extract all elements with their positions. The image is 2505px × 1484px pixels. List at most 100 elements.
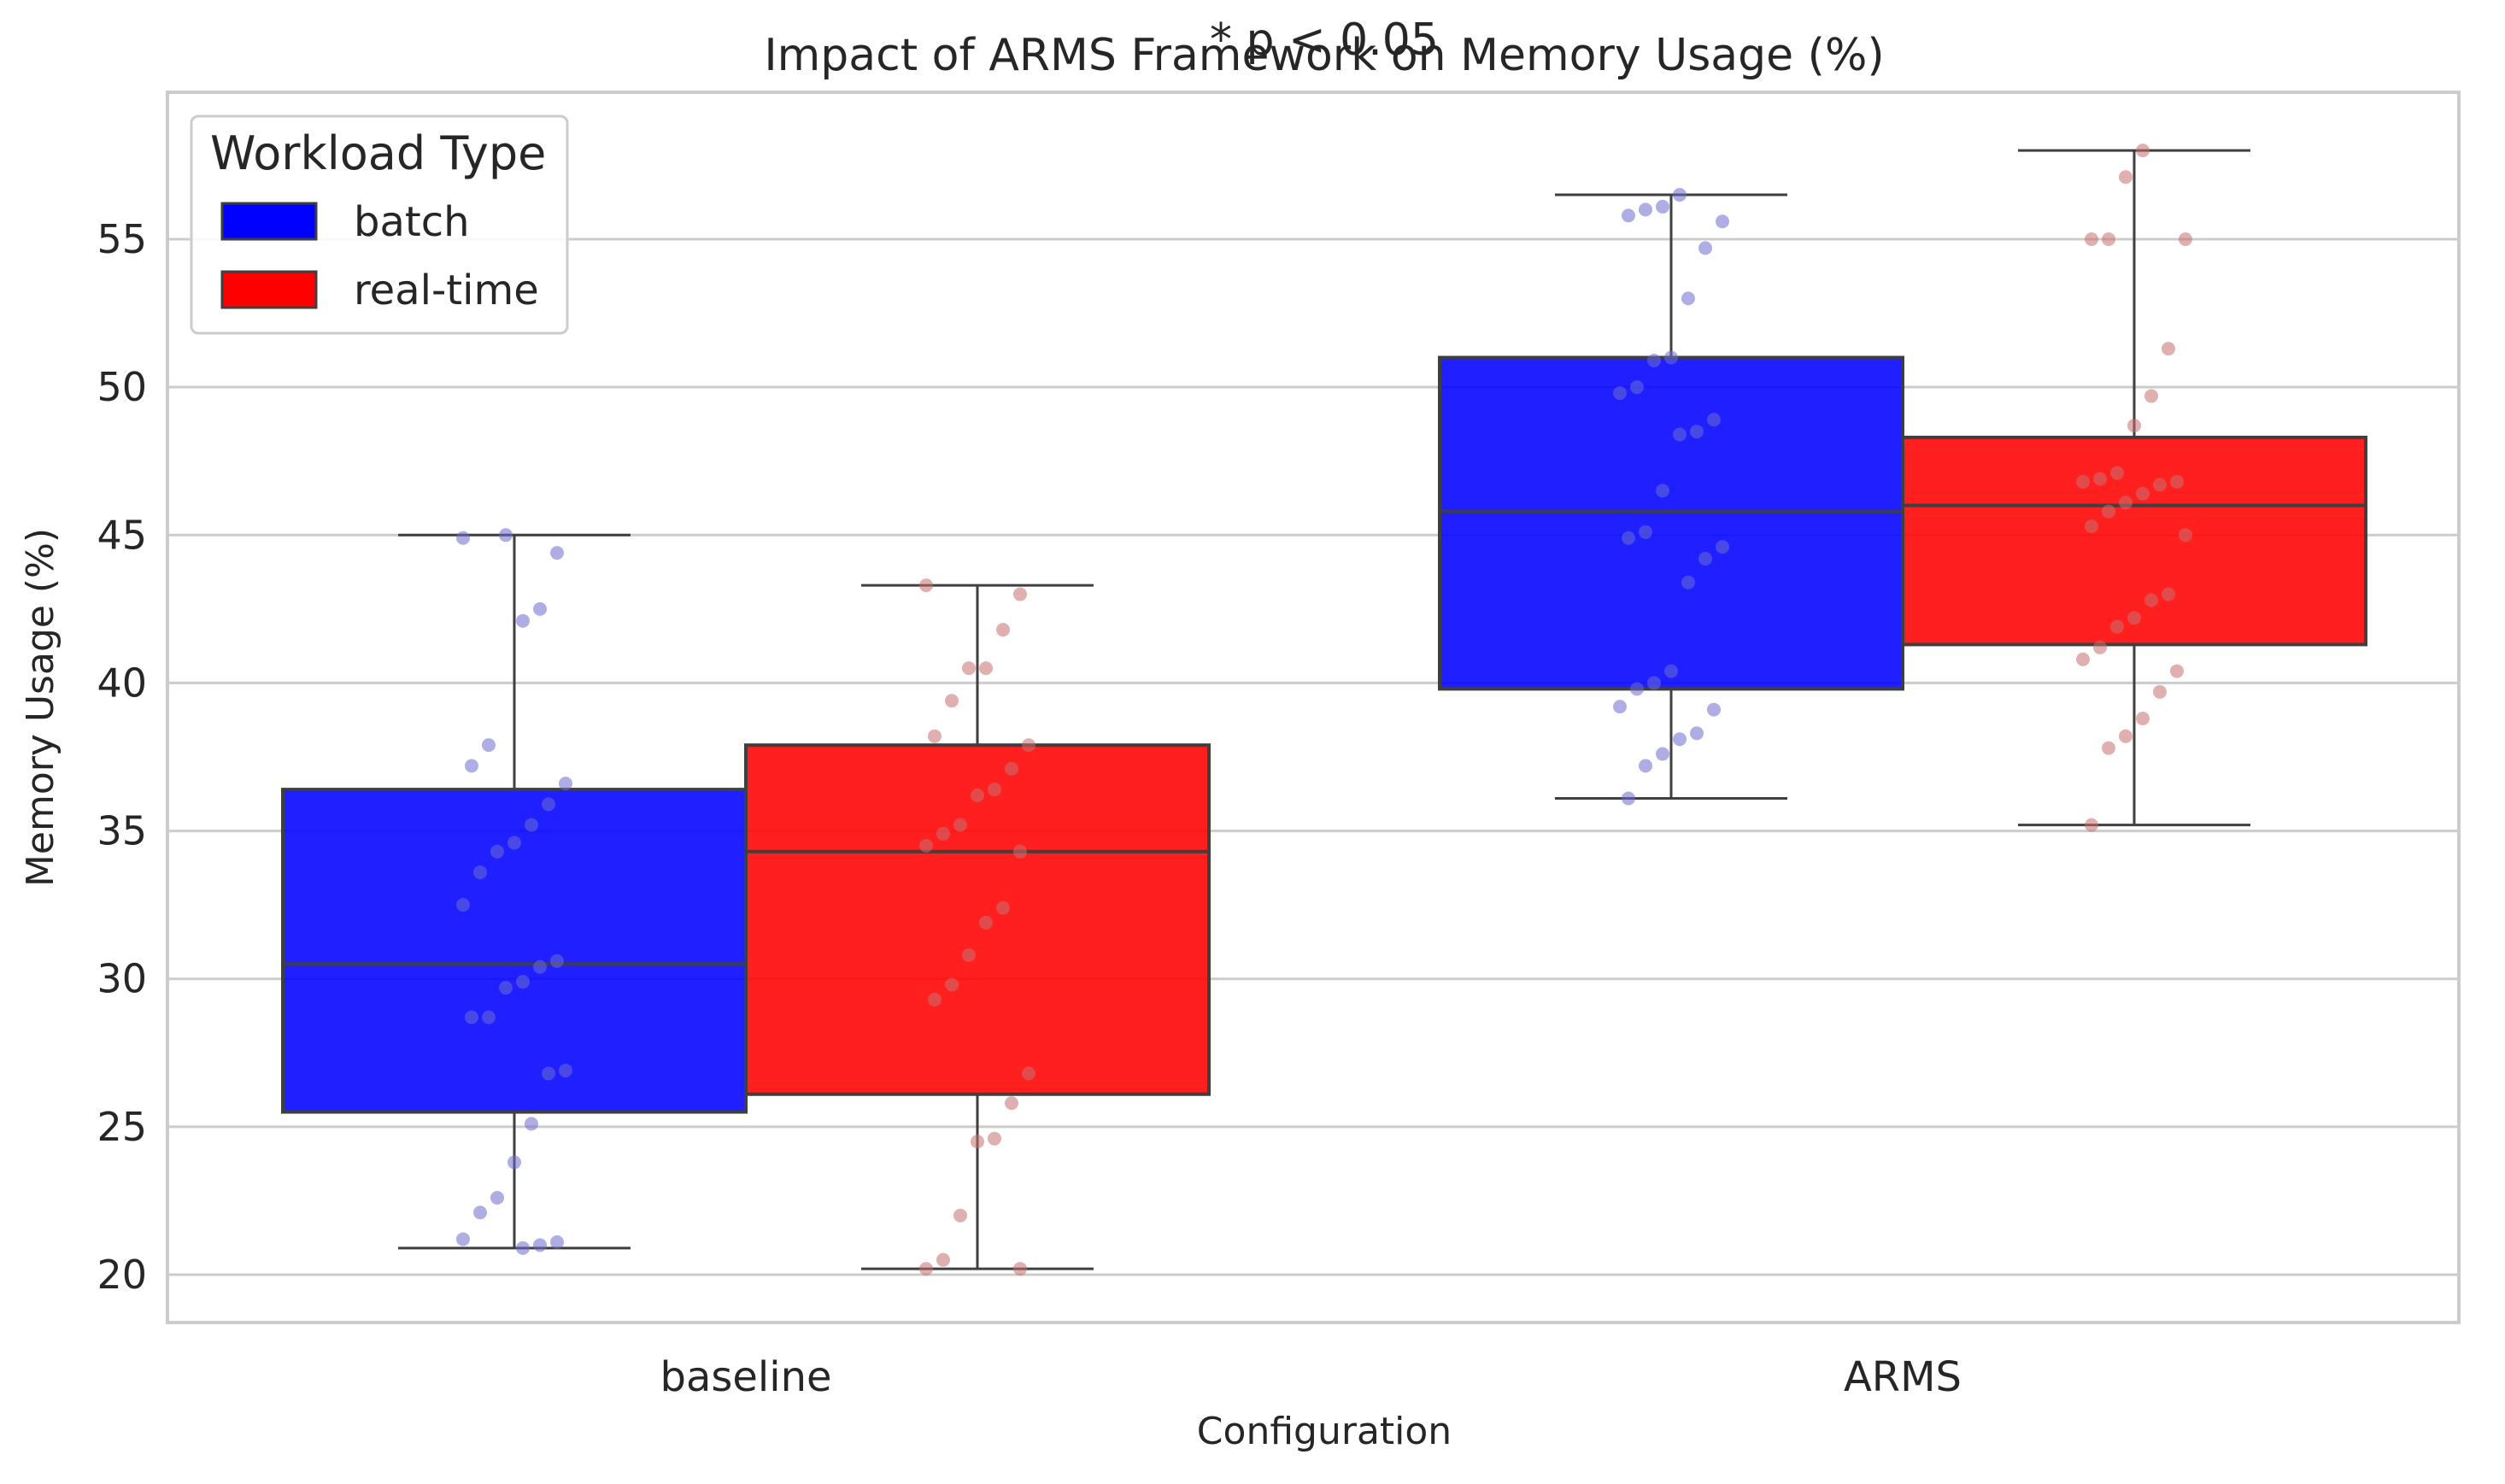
point-real-time-baseline-7: [1022, 738, 1035, 753]
x-tick-label-arms: ARMS: [1844, 1353, 1962, 1401]
x-tick-label-baseline: baseline: [660, 1353, 831, 1401]
point-batch-arms-23: [1613, 700, 1627, 714]
point-real-time-arms-0: [2136, 144, 2150, 158]
point-batch-arms-2: [1639, 202, 1652, 217]
point-batch-baseline-9: [525, 818, 538, 832]
point-batch-baseline-25: [473, 1205, 487, 1220]
point-real-time-arms-16: [2085, 519, 2098, 533]
point-batch-baseline-29: [516, 1241, 530, 1255]
point-batch-baseline-15: [533, 959, 547, 974]
point-real-time-arms-14: [2119, 496, 2132, 510]
x-tick-labels: baseline ARMS: [660, 1353, 1962, 1401]
point-real-time-baseline-8: [1005, 761, 1018, 776]
point-batch-baseline-5: [482, 738, 496, 753]
point-real-time-arms-24: [2170, 664, 2184, 678]
point-batch-arms-5: [1698, 241, 1712, 255]
y-tick-label-50: 50: [97, 364, 147, 410]
point-batch-arms-11: [1707, 413, 1721, 427]
point-batch-arms-21: [1647, 676, 1661, 690]
point-real-time-arms-15: [2102, 504, 2115, 519]
iqr-box-real-time-arms: [1901, 436, 2367, 647]
point-batch-arms-28: [1639, 759, 1652, 773]
point-batch-baseline-14: [550, 953, 564, 968]
point-real-time-arms-1: [2119, 170, 2132, 185]
legend-title: Workload Type: [210, 126, 546, 180]
point-batch-arms-7: [1664, 350, 1678, 365]
point-batch-baseline-0: [456, 531, 470, 545]
y-tick-label-20: 20: [97, 1252, 147, 1298]
point-batch-arms-4: [1716, 214, 1729, 229]
point-real-time-arms-28: [2102, 741, 2115, 755]
point-batch-baseline-10: [507, 836, 521, 850]
point-real-time-baseline-17: [962, 948, 976, 963]
point-real-time-baseline-13: [919, 838, 933, 853]
point-batch-arms-13: [1673, 427, 1687, 442]
point-batch-arms-17: [1716, 540, 1729, 554]
point-real-time-arms-21: [2110, 619, 2124, 634]
point-batch-arms-24: [1707, 702, 1721, 717]
point-real-time-baseline-10: [971, 789, 984, 803]
point-batch-arms-9: [1630, 380, 1644, 395]
point-real-time-arms-8: [2110, 466, 2124, 480]
point-real-time-baseline-22: [988, 1131, 1001, 1146]
point-batch-arms-1: [1656, 199, 1669, 214]
point-batch-arms-26: [1673, 732, 1687, 747]
y-tick-label-40: 40: [97, 660, 147, 706]
legend: Workload Type batch real-time: [190, 114, 569, 335]
point-real-time-arms-18: [2162, 587, 2175, 601]
point-real-time-baseline-20: [1022, 1066, 1035, 1081]
box-real-time-arms: [1901, 149, 2367, 827]
point-batch-baseline-8: [542, 797, 555, 812]
point-real-time-arms-11: [2170, 474, 2184, 489]
point-batch-baseline-7: [559, 777, 572, 791]
point-batch-baseline-3: [516, 613, 530, 628]
point-real-time-arms-20: [2127, 611, 2141, 625]
point-real-time-baseline-2: [996, 623, 1010, 637]
point-real-time-arms-27: [2119, 729, 2132, 743]
point-batch-arms-12: [1690, 425, 1704, 439]
point-real-time-arms-9: [2093, 472, 2107, 486]
data-points: [456, 144, 2192, 1276]
point-batch-arms-18: [1698, 551, 1712, 566]
point-real-time-arms-4: [2179, 232, 2192, 246]
point-real-time-baseline-24: [953, 1208, 967, 1223]
point-batch-arms-22: [1630, 682, 1644, 696]
point-batch-baseline-21: [542, 1066, 555, 1081]
point-batch-baseline-4: [499, 528, 513, 543]
point-batch-baseline-1: [550, 546, 564, 560]
significance-annotation: * p < 0.05: [1210, 15, 1439, 66]
point-real-time-arms-17: [2179, 528, 2192, 543]
point-batch-baseline-22: [525, 1117, 538, 1131]
point-real-time-arms-13: [2136, 486, 2150, 501]
point-real-time-baseline-16: [979, 915, 993, 930]
point-real-time-baseline-12: [936, 827, 950, 842]
point-real-time-arms-19: [2144, 593, 2158, 607]
box-real-time-baseline: [744, 584, 1211, 1270]
point-real-time-baseline-3: [979, 661, 993, 676]
point-real-time-baseline-23: [971, 1135, 984, 1149]
point-batch-arms-19: [1681, 575, 1695, 589]
point-real-time-arms-12: [2153, 478, 2167, 492]
legend-label-batch: batch: [354, 198, 470, 246]
point-batch-arms-0: [1673, 188, 1687, 202]
point-real-time-baseline-11: [953, 818, 967, 832]
point-real-time-arms-29: [2085, 818, 2098, 832]
point-batch-arms-20: [1664, 664, 1678, 678]
point-batch-baseline-11: [490, 844, 504, 859]
point-batch-arms-15: [1639, 525, 1652, 539]
point-real-time-baseline-19: [928, 992, 942, 1006]
point-batch-arms-25: [1690, 726, 1704, 741]
point-batch-baseline-18: [482, 1010, 496, 1024]
point-real-time-arms-3: [2085, 232, 2098, 246]
legend-swatch-real-time: [220, 270, 318, 309]
point-real-time-arms-7: [2127, 419, 2141, 433]
point-batch-baseline-13: [456, 898, 470, 912]
iqr-box-real-time-baseline: [744, 743, 1211, 1096]
y-tick-label-45: 45: [97, 512, 147, 558]
point-real-time-baseline-14: [1013, 844, 1027, 859]
point-real-time-arms-6: [2144, 389, 2158, 403]
point-batch-arms-6: [1681, 291, 1695, 306]
y-tick-label-55: 55: [97, 216, 147, 262]
